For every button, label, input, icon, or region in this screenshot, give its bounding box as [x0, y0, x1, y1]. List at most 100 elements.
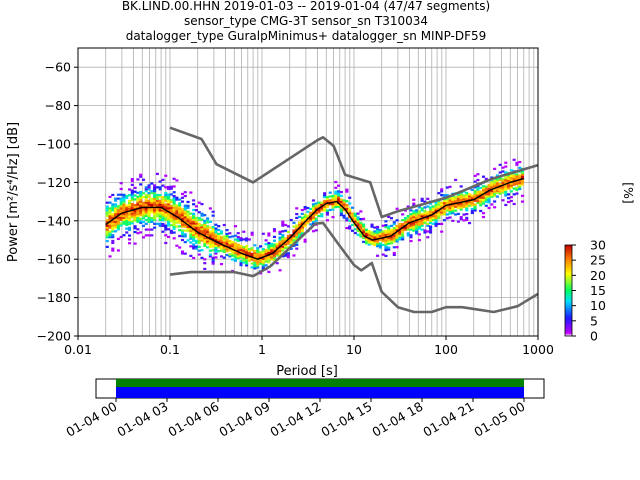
- histogram-cell: [239, 260, 243, 263]
- histogram-cell: [150, 192, 154, 195]
- histogram-cell: [203, 219, 207, 223]
- histogram-cell: [167, 228, 171, 231]
- histogram-cell: [473, 193, 477, 197]
- histogram-cell: [256, 256, 260, 259]
- histogram-cell: [150, 182, 154, 185]
- histogram-cell: [153, 211, 157, 214]
- histogram-cell: [217, 250, 221, 253]
- histogram-cell: [392, 223, 396, 226]
- histogram-cell: [153, 201, 157, 204]
- histogram-cell: [144, 193, 148, 197]
- histogram-cell: [420, 209, 424, 212]
- histogram-cell: [426, 197, 430, 200]
- histogram-cell: [392, 226, 396, 230]
- histogram-cell: [328, 195, 332, 198]
- histogram-cell: [219, 238, 224, 241]
- histogram-cell: [398, 222, 402, 226]
- histogram-cell: [420, 228, 424, 231]
- histogram-cell: [459, 204, 463, 207]
- histogram-cell: [272, 256, 277, 260]
- histogram-cell: [119, 216, 123, 219]
- histogram-cell: [378, 232, 382, 236]
- histogram-cell: [490, 193, 494, 196]
- histogram-cell: [306, 216, 310, 219]
- histogram-cell: [167, 222, 171, 225]
- histogram-cell: [261, 232, 265, 235]
- histogram-cell: [350, 229, 355, 232]
- histogram-cell: [197, 239, 201, 243]
- histogram-cell: [337, 194, 341, 197]
- histogram-cell: [384, 225, 388, 229]
- histogram-cell: [504, 175, 508, 178]
- histogram-cell: [378, 244, 382, 247]
- histogram-cell: [384, 243, 388, 246]
- histogram-cell: [192, 247, 196, 250]
- histogram-cell: [370, 240, 374, 244]
- histogram-cell: [239, 244, 243, 248]
- histogram-cell: [334, 205, 338, 209]
- histogram-cell: [236, 257, 240, 260]
- histogram-cell: [281, 234, 285, 237]
- histogram-cell: [169, 224, 173, 227]
- histogram-cell: [192, 226, 196, 229]
- histogram-cell: [490, 180, 494, 183]
- histogram-cell: [258, 245, 263, 248]
- histogram-cell: [507, 193, 511, 196]
- histogram-cell: [345, 217, 349, 220]
- histogram-cell: [289, 240, 293, 243]
- histogram-cell: [423, 219, 427, 223]
- histogram-cell: [133, 215, 137, 218]
- histogram-cell: [231, 254, 235, 257]
- histogram-cell: [225, 248, 229, 251]
- histogram-cell: [487, 187, 491, 190]
- histogram-cell: [133, 190, 137, 193]
- histogram-cell: [278, 249, 282, 253]
- histogram-cell: [158, 213, 162, 216]
- histogram-cell: [144, 188, 148, 191]
- histogram-cell: [183, 206, 187, 209]
- histogram-cell: [490, 203, 494, 206]
- histogram-cell: [481, 215, 486, 219]
- histogram-cell: [147, 228, 151, 231]
- histogram-cell: [428, 219, 433, 223]
- histogram-cell: [245, 262, 249, 265]
- histogram-cell: [153, 213, 157, 216]
- y-tick-label: −100: [37, 137, 71, 152]
- histogram-cell: [376, 254, 380, 257]
- histogram-cell: [507, 175, 511, 179]
- histogram-cell: [456, 207, 460, 210]
- histogram-cell: [200, 227, 204, 231]
- histogram-cell: [384, 237, 388, 240]
- histogram-cell: [389, 230, 394, 233]
- histogram-cell: [364, 234, 368, 237]
- histogram-cell: [111, 247, 115, 250]
- histogram-cell: [323, 201, 327, 204]
- histogram-cell: [147, 201, 151, 204]
- histogram-cell: [225, 240, 229, 243]
- histogram-cell: [203, 225, 207, 228]
- histogram-cell: [197, 222, 201, 225]
- histogram-cell: [406, 228, 410, 231]
- colorbar-tick-label: 15: [590, 283, 606, 298]
- histogram-cell: [172, 219, 176, 223]
- histogram-cell: [108, 213, 112, 216]
- histogram-cell: [186, 216, 190, 219]
- histogram-cell: [515, 161, 519, 164]
- histogram-cell: [233, 259, 237, 262]
- histogram-cell: [180, 233, 185, 236]
- histogram-cell: [403, 209, 407, 212]
- histogram-cell: [337, 199, 341, 203]
- histogram-cell: [111, 249, 115, 252]
- histogram-cell: [426, 222, 430, 225]
- histogram-cell: [144, 222, 148, 225]
- histogram-cell: [147, 211, 151, 214]
- histogram-cell: [172, 196, 176, 200]
- histogram-cell: [337, 192, 341, 195]
- histogram-cell: [442, 203, 447, 206]
- histogram-cell: [111, 228, 115, 231]
- histogram-cell: [507, 183, 511, 186]
- histogram-cell: [498, 171, 502, 174]
- histogram-cell: [122, 193, 126, 196]
- histogram-cell: [389, 224, 394, 227]
- histogram-cell: [284, 223, 288, 227]
